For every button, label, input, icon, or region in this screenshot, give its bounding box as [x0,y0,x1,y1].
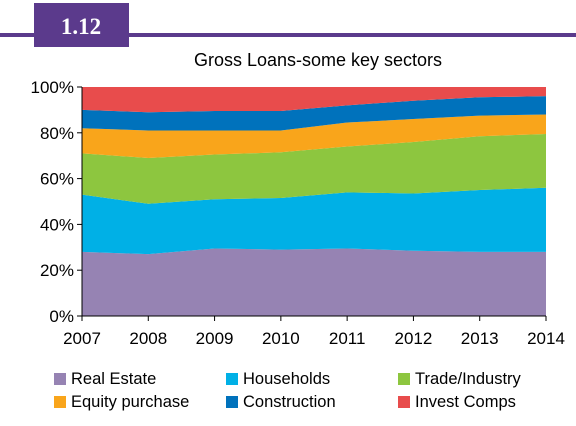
legend-label-real-estate: Real Estate [71,370,156,388]
area-series-real-estate [82,248,546,316]
x-tick-label: 2009 [196,329,234,348]
legend-label-construction: Construction [243,393,336,411]
area-series-construction [82,96,546,131]
y-tick-label: 0% [49,307,74,326]
legend-swatch-construction [226,396,238,408]
legend-swatch-trade-industry [398,373,410,385]
x-tick-label: 2007 [63,329,101,348]
x-tick-label: 2012 [395,329,433,348]
y-tick-label: 80% [40,124,74,143]
legend-label-invest-comps: Invest Comps [415,393,516,411]
legend-label-households: Households [243,370,330,388]
legend-label-trade-industry: Trade/Industry [415,370,522,388]
legend-swatch-real-estate [54,373,66,385]
x-tick-label: 2013 [461,329,499,348]
legend: Real Estate Households Trade/Industry Equit… [54,370,522,411]
figure-number-badge [34,3,129,47]
y-tick-label: 20% [40,261,74,280]
legend-swatch-equity-purchase [54,396,66,408]
y-tick-label: 100% [31,78,74,97]
x-tick-label: 2010 [262,329,300,348]
x-tick-label: 2008 [129,329,167,348]
chart-title: Gross Loans-some key sectors [194,50,442,70]
area-layer [82,87,546,316]
y-tick-label: 60% [40,170,74,189]
axes-layer: 0% 20% 40% 60% 80% 100% 2007 2008 2009 2010 2011 20… [31,78,565,348]
area-series-invest-comps [82,87,546,113]
legend-swatch-households [226,373,238,385]
x-tick-label: 2011 [329,329,366,348]
y-tick-label: 40% [40,215,74,234]
area-series-households [82,187,546,255]
area-series-equity-purchase [82,114,546,158]
legend-label-equity-purchase: Equity purchase [71,393,189,411]
area-series-trade-industry [82,133,546,204]
legend-swatch-invest-comps [398,396,410,408]
figure-number: 1.12 [61,14,101,39]
x-tick-label: 2014 [527,329,565,348]
